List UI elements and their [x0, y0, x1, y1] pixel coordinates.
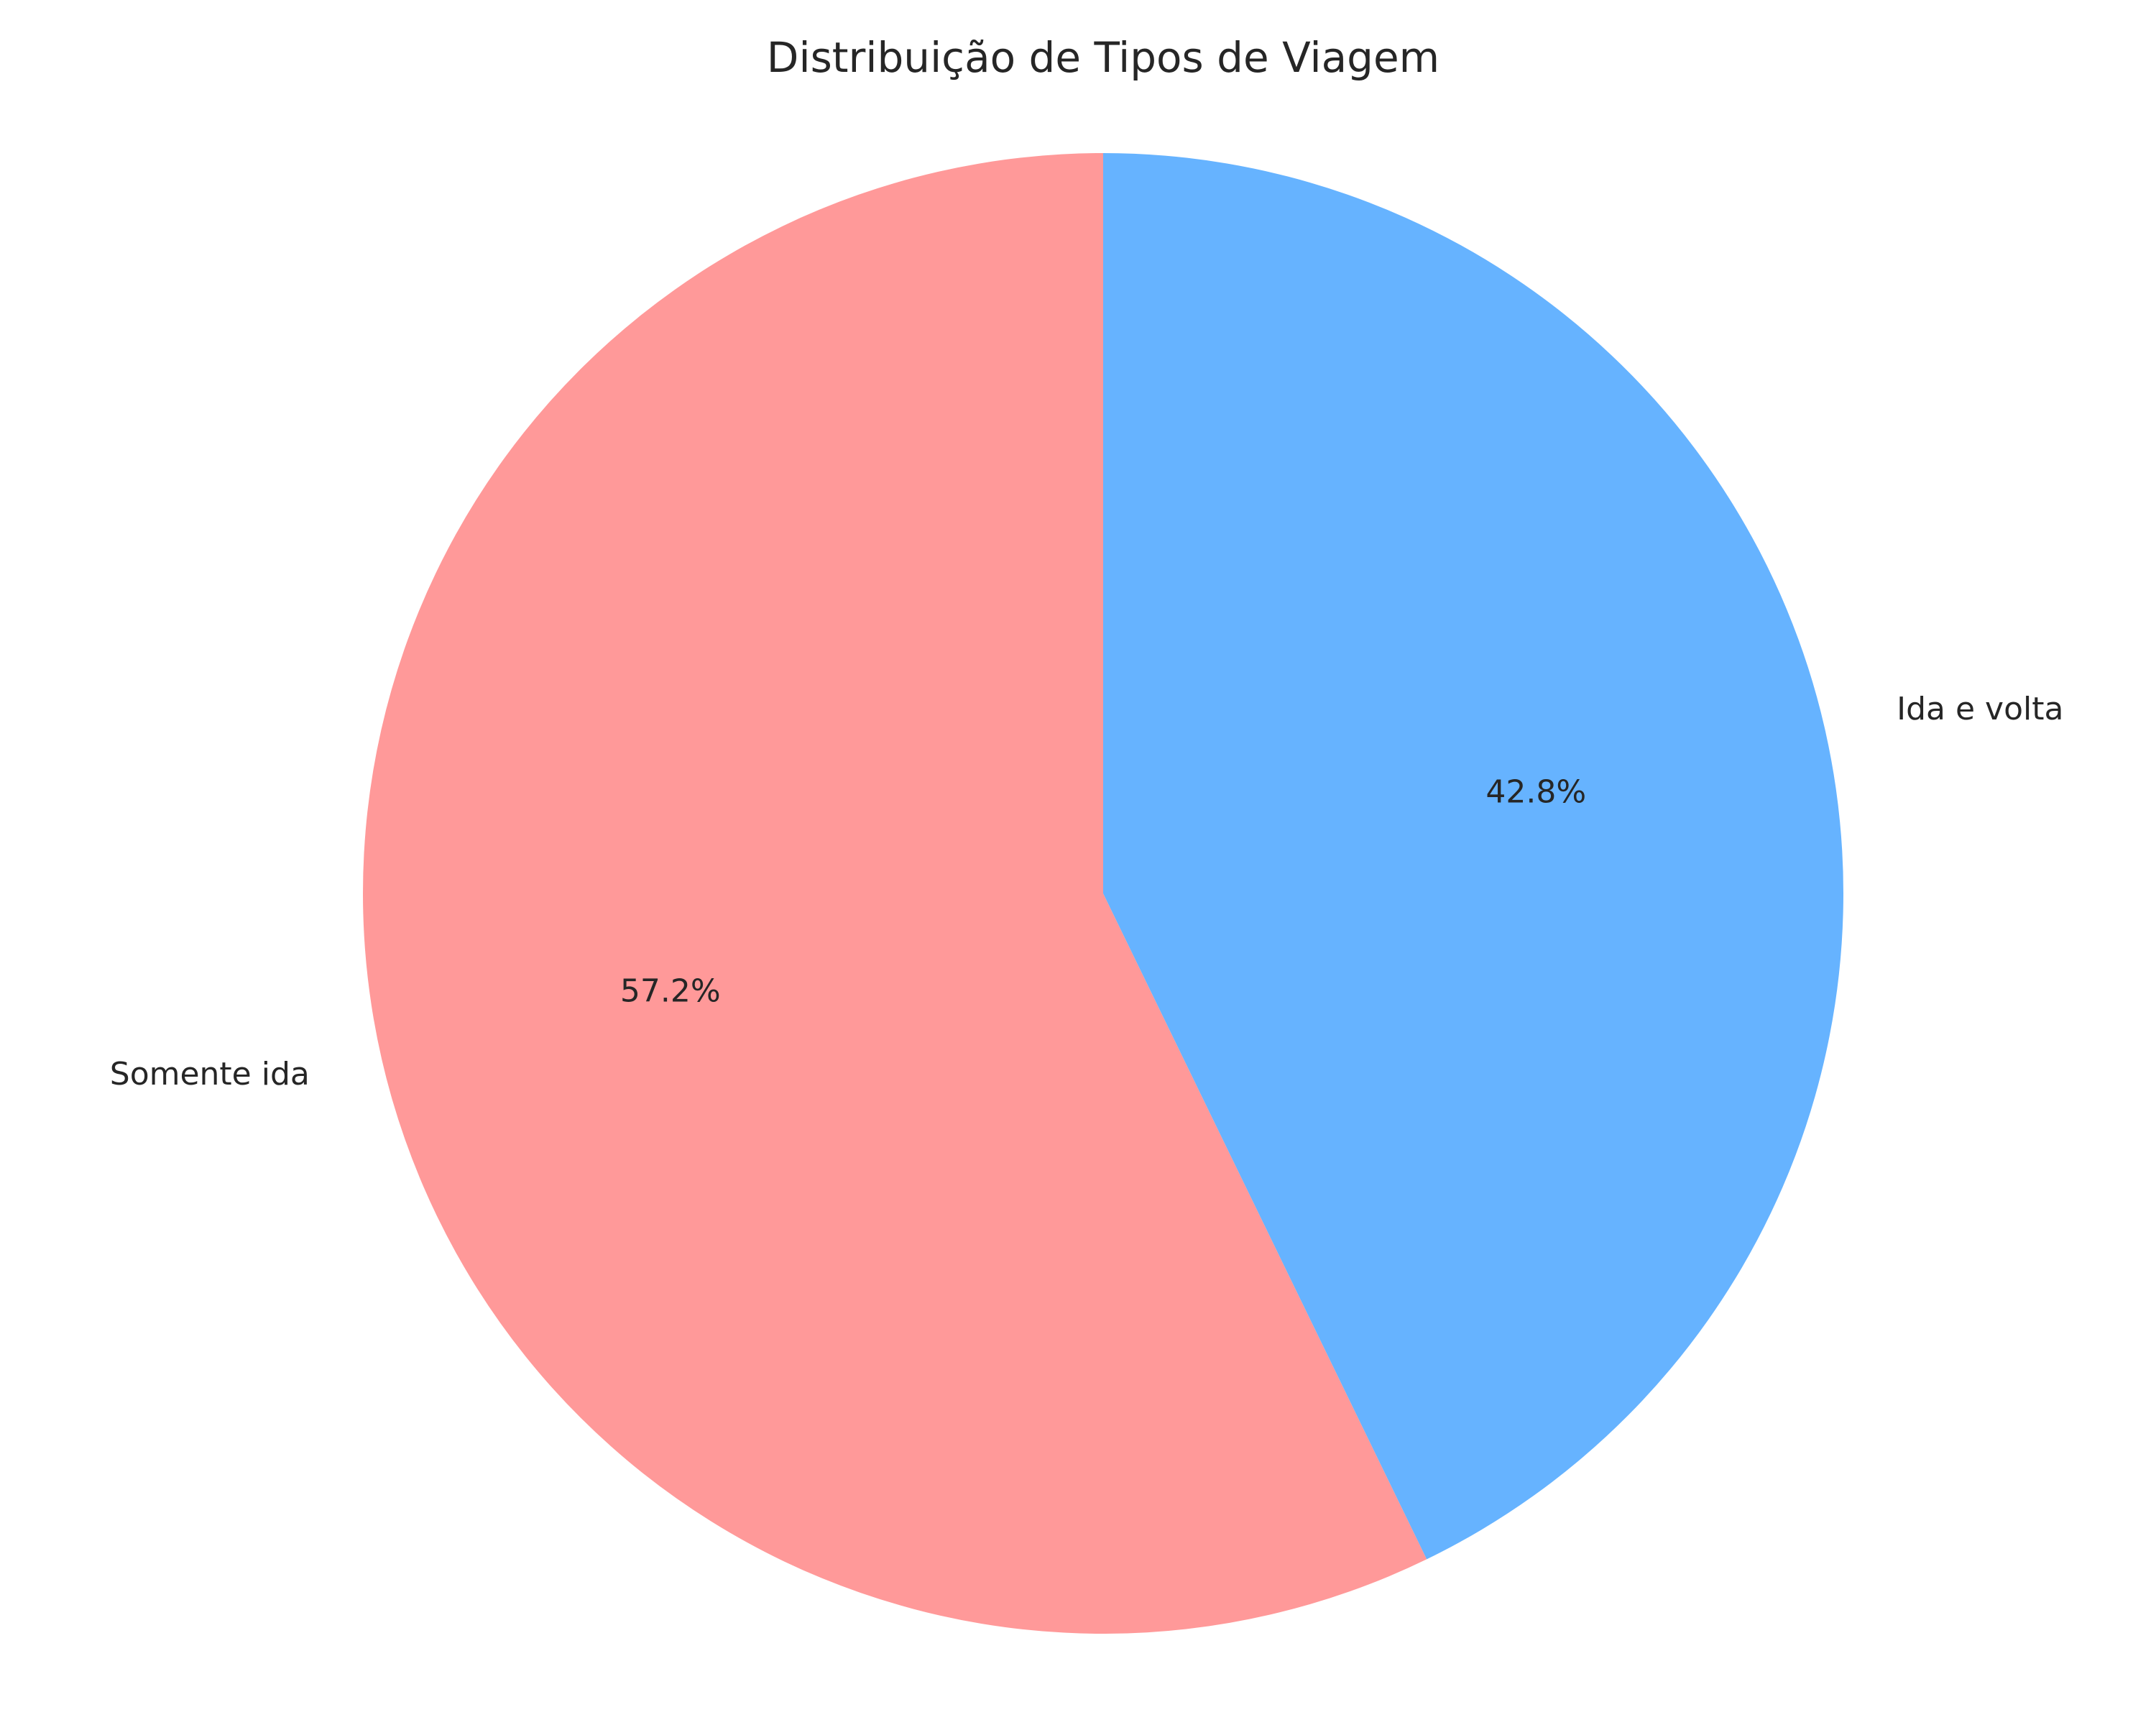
chart-title: Distribuição de Tipos de Viagem [767, 33, 1439, 82]
pie-slice-somente-ida [362, 153, 1427, 1634]
slice-label-somente-ida: Somente ida [110, 1056, 310, 1092]
pie-slice-ida-e-volta [1103, 153, 1843, 1560]
slice-label-ida-e-volta: Ida e volta [1897, 691, 2063, 727]
slice-percent-ida-e-volta: 42.8% [1485, 773, 1586, 810]
pie: Somente ida 57.2% Ida e volta 42.8% [110, 153, 2063, 1634]
slice-percent-somente-ida: 57.2% [620, 973, 721, 1010]
